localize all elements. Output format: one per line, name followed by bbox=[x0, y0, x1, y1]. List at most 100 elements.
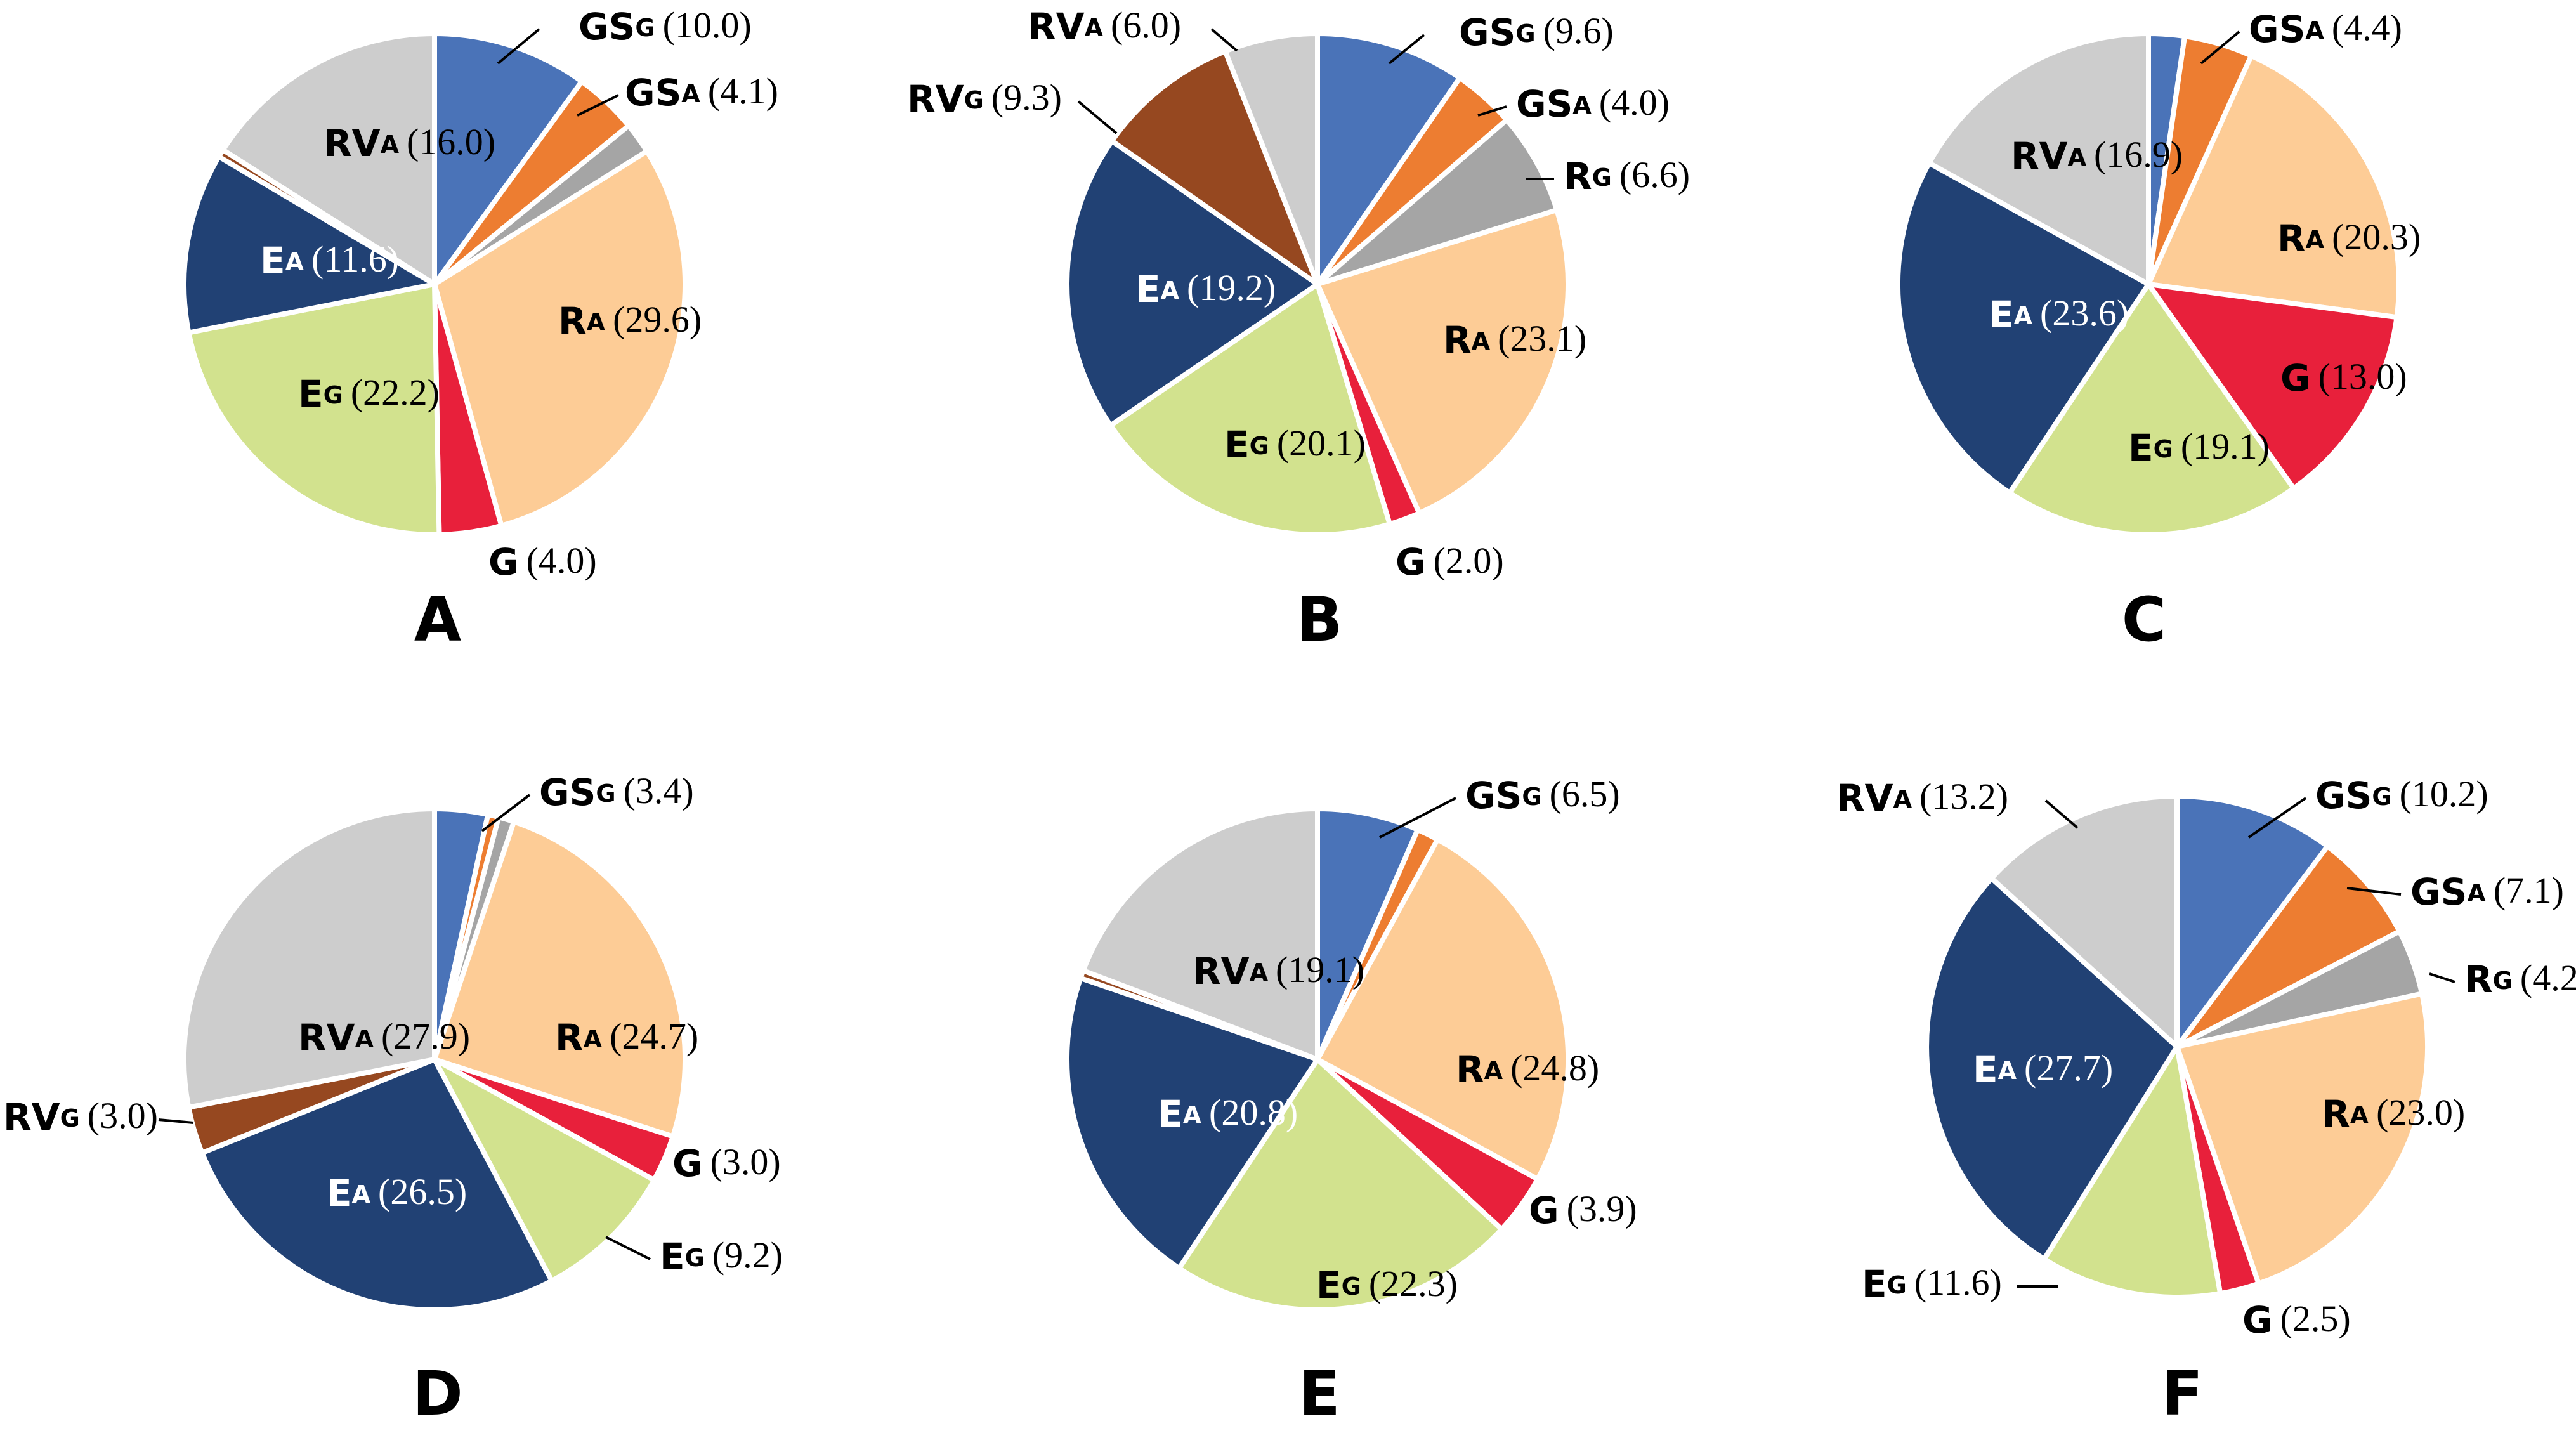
slice-label-gs-a: GSA (7.1) bbox=[2410, 870, 2564, 913]
pie-slice-e-g bbox=[1108, 282, 1392, 537]
pie-slice-gs-g bbox=[2174, 794, 2331, 1049]
pie-D: GSG (3.4) RA (24.7) G (3.0) EG (9.2) EA (26.5) RVG… bbox=[3, 770, 783, 1429]
slice-label-gs-a: GSA (4.4) bbox=[2249, 7, 2402, 51]
slice-label-r-a: RA (23.1) bbox=[1443, 318, 1586, 362]
slice-label-e-a: EA (11.6) bbox=[260, 239, 399, 282]
pie-slice-g bbox=[2146, 282, 2400, 491]
pie-E: GSG (6.5) RA (24.8) G (3.9) EG (22.3) EA (20.8) RV… bbox=[1064, 773, 1637, 1429]
slice-label-g: G (4.0) bbox=[488, 540, 597, 584]
slice-label-r-g: RG(4.2) bbox=[2464, 957, 2576, 1001]
leader-line bbox=[158, 1118, 194, 1124]
slice-label-rv-a: RVA (27.9) bbox=[298, 1016, 470, 1059]
panel-label-c: C bbox=[2122, 584, 2166, 655]
panel-label-f: F bbox=[2161, 1358, 2203, 1429]
slice-label-g: G (2.0) bbox=[1396, 540, 1504, 584]
slice-label-e-a: EA (26.5) bbox=[327, 1171, 467, 1215]
slice-label-e-g: EG (22.3) bbox=[1316, 1263, 1458, 1307]
pie-slice-e-a bbox=[199, 1057, 554, 1312]
leader-line bbox=[2247, 797, 2307, 839]
slice-label-rv-a: RVA (16.9) bbox=[2011, 134, 2183, 178]
pie-slice-r-g bbox=[1315, 117, 1560, 287]
slice-label-gs-g: GSG (10.2) bbox=[2315, 773, 2488, 817]
pie-slice-e-a bbox=[181, 154, 437, 336]
pie-slice-rv-a bbox=[1222, 31, 1320, 287]
leader-line bbox=[1477, 105, 1507, 117]
leader-line bbox=[2044, 799, 2079, 829]
slice-label-rv-a: RVA (16.0) bbox=[324, 121, 495, 165]
leader-line bbox=[1388, 34, 1425, 65]
slice-label-e-a: EA (20.8) bbox=[1158, 1092, 1298, 1135]
pie-slice-gs-g bbox=[432, 31, 585, 287]
pie-slice-e-g bbox=[2007, 282, 2296, 537]
panel-label-a: A bbox=[414, 584, 461, 655]
slice-label-e-a: EA (27.7) bbox=[1973, 1047, 2113, 1091]
slice-label-gs-g: GSG (6.5) bbox=[1465, 773, 1620, 817]
slice-label-r-a: RA (20.3) bbox=[2277, 216, 2421, 260]
pie-F: GSG(10.2) GSA(7.1) RG(4.2) RA(23.0) G(2.5) EG… bbox=[1836, 773, 2576, 1429]
pie-slice-rv-a bbox=[1926, 31, 2151, 287]
slice-label-gs-a: GSA (4.0) bbox=[1516, 82, 1670, 126]
leader-line bbox=[605, 1236, 651, 1260]
slice-label-e-g: EG (20.1) bbox=[1224, 422, 1366, 466]
pie-slice-e-g bbox=[1176, 1057, 1505, 1312]
slice-label-r-a: RA (24.7) bbox=[555, 1016, 698, 1059]
leader-line bbox=[2346, 887, 2402, 896]
panel-label-b: B bbox=[1296, 584, 1342, 655]
pie-slice-rv-a bbox=[1989, 794, 2180, 1049]
pie-slice-e-a bbox=[1064, 138, 1320, 428]
slice-label-g: G (3.0) bbox=[672, 1141, 781, 1185]
pie-slice-r-a bbox=[432, 148, 688, 528]
pie-slice-e-g bbox=[186, 282, 442, 537]
leader-line bbox=[1210, 28, 1238, 52]
slice-label-e-g: EG (11.6) bbox=[1862, 1262, 2002, 1305]
pie-A: GSG (10.0) GSA (4.1) RA (29.6) G (4.0) EG (22.2) E… bbox=[181, 4, 778, 655]
slice-label-e-g: EG (19.1) bbox=[2128, 426, 2270, 469]
slice-label-g: G (2.5) bbox=[2242, 1298, 2351, 1342]
leader-line bbox=[1379, 797, 1456, 839]
panel-label-d: D bbox=[412, 1358, 463, 1429]
pie-slice-gs-g bbox=[1315, 31, 1463, 287]
pie-slice-e-a bbox=[1895, 160, 2151, 495]
slice-label-g: G (13.0) bbox=[2280, 356, 2407, 400]
pie-C: GSA (4.4) RA (20.3) G (13.0)EG (19.1) EA (23.6) R… bbox=[1895, 7, 2421, 655]
pie-slice-r-a bbox=[432, 819, 688, 1139]
slice-label-rv-g: RVG (9.3) bbox=[907, 77, 1062, 121]
pie-slice-r-a bbox=[2174, 991, 2431, 1286]
slice-label-gs-g: GSG (9.6) bbox=[1459, 10, 1614, 54]
leader-line bbox=[497, 28, 540, 65]
leader-line bbox=[2200, 30, 2240, 65]
pie-slice-r-a bbox=[1315, 207, 1571, 516]
pie-slice-rv-a bbox=[220, 31, 437, 287]
pie-slice-rv-a bbox=[1080, 806, 1320, 1062]
leader-line bbox=[2429, 972, 2455, 983]
panel-label-e: E bbox=[1298, 1358, 1340, 1429]
slice-label-rv-g: RVG (3.0) bbox=[3, 1095, 158, 1139]
pie-slice-e-g bbox=[2041, 1044, 2223, 1300]
slice-label-e-g: EG (9.2) bbox=[660, 1234, 783, 1278]
slice-label-rv-a: RVA (19.1) bbox=[1193, 949, 1364, 993]
slice-label-r-a: RA (29.6) bbox=[558, 299, 702, 343]
leader-line bbox=[577, 94, 619, 117]
pie-slice-r-a bbox=[1315, 837, 1571, 1182]
pie-slice-gs-a bbox=[2174, 844, 2402, 1049]
leader-line bbox=[481, 794, 531, 832]
slice-label-g: G (3.9) bbox=[1529, 1188, 1637, 1232]
pie-B: GSG (9.6) GSA (4.0) RG (6.6) RA (23.1) G (2.0) EG(… bbox=[907, 4, 1690, 655]
pie-slice-rv-g bbox=[1109, 48, 1320, 287]
slice-label-rv-a: RVA (13.2) bbox=[1836, 776, 2008, 820]
slice-label-e-a: EA (23.6) bbox=[1989, 292, 2129, 336]
slice-label-r-a: RA (23.0) bbox=[2322, 1092, 2465, 1135]
pie-slice-rv-a bbox=[181, 806, 437, 1110]
slice-label-r-a: RA (24.8) bbox=[1456, 1047, 1599, 1091]
slice-label-e-a: EA (19.2) bbox=[1135, 267, 1276, 311]
slice-label-rv-a: RVA (6.0) bbox=[1028, 4, 1181, 48]
slice-label-gs-g: GSG (3.4) bbox=[539, 770, 694, 814]
slice-label-e-g: EG (22.2) bbox=[298, 372, 440, 416]
slice-label-gs-g: GSG (10.0) bbox=[579, 4, 752, 48]
pie-slice-e-a bbox=[1064, 975, 1320, 1271]
slice-label-r-g: RG (6.6) bbox=[1564, 154, 1690, 198]
slice-label-gs-a: GSA (4.1) bbox=[625, 70, 778, 114]
pie-slice-r-a bbox=[2146, 53, 2402, 320]
pie-slice-e-a bbox=[1924, 875, 2180, 1262]
